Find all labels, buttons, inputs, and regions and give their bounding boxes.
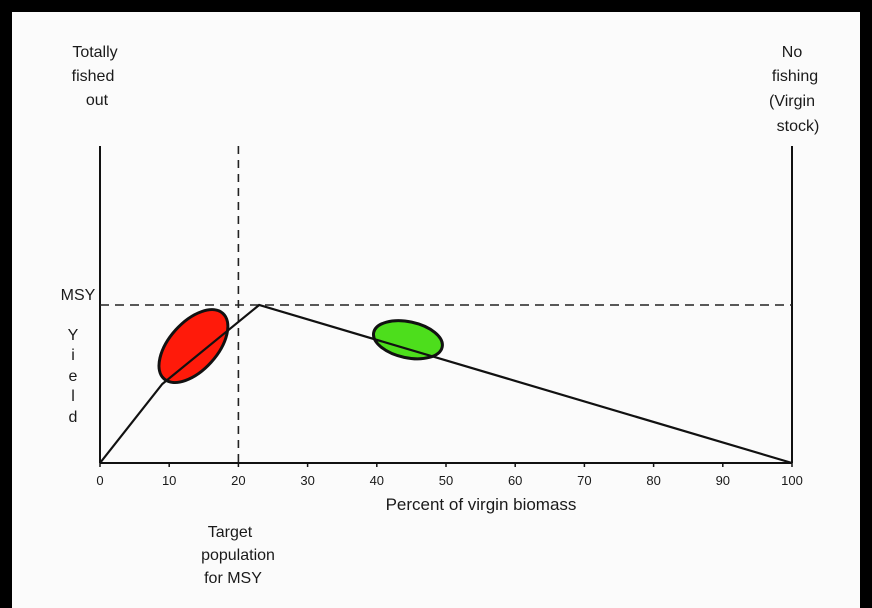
bottom-annotation-line-2: population [201,547,275,564]
x-tick-label: 70 [577,473,591,488]
x-tick-label: 30 [300,473,314,488]
bottom-annotation-line-1: Target [208,524,253,541]
right-annotation-line-1: No [782,44,803,61]
x-tick-label: 20 [231,473,245,488]
right-annotation-line-4: stock) [777,118,820,135]
ylabel-letter-3: e [69,368,78,385]
x-axis-ticks: 0 10 20 30 40 50 60 70 80 90 100 [96,463,803,488]
left-annotation-line-2: fished [72,68,115,85]
x-tick-label: 0 [96,473,103,488]
x-tick-label: 50 [439,473,453,488]
left-annotation-line-1: Totally [72,44,117,61]
overfished-highlight [157,308,230,385]
ylabel-letter-1: Y [68,327,79,344]
x-tick-label: 80 [646,473,660,488]
x-tick-label: 40 [370,473,384,488]
right-annotation-line-2: fishing [772,68,818,85]
figure-paper [12,12,860,608]
x-tick-label: 10 [162,473,176,488]
ylabel-letter-4: l [71,388,75,405]
msy-label: MSY [61,287,96,304]
yield-curve [99,303,793,465]
x-tick-label: 90 [716,473,730,488]
ylabel-letter-5: d [69,409,78,426]
bottom-annotation-line-3: for MSY [204,570,262,587]
x-tick-label: 60 [508,473,522,488]
x-axis-label: Percent of virgin biomass [386,495,577,514]
right-annotation-line-3: (Virgin [769,93,815,110]
left-annotation-line-3: out [86,92,109,109]
x-tick-label: 100 [781,473,803,488]
ylabel-letter-2: i [71,347,75,364]
sustainable-highlight [372,319,444,361]
